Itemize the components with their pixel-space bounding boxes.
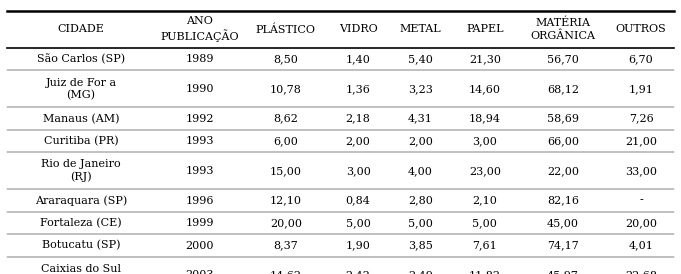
Text: 2,18: 2,18: [346, 114, 370, 124]
Text: 15,00: 15,00: [270, 166, 302, 176]
Text: 45,97: 45,97: [547, 270, 579, 274]
Text: 82,16: 82,16: [547, 196, 579, 206]
Text: 33,00: 33,00: [625, 166, 657, 176]
Text: 2,10: 2,10: [473, 196, 497, 206]
Text: -: -: [639, 196, 643, 206]
Text: 7,26: 7,26: [629, 114, 653, 124]
Text: 1989: 1989: [186, 54, 215, 64]
Text: 21,30: 21,30: [469, 54, 501, 64]
Text: Manaus (AM): Manaus (AM): [43, 113, 119, 124]
Text: 12,10: 12,10: [270, 196, 302, 206]
Text: VIDRO: VIDRO: [338, 24, 377, 35]
Text: Rio de Janeiro
(RJ): Rio de Janeiro (RJ): [41, 159, 121, 182]
Text: 66,00: 66,00: [547, 136, 579, 146]
Text: 14,62: 14,62: [270, 270, 302, 274]
Text: 3,85: 3,85: [408, 241, 433, 250]
Text: 68,12: 68,12: [547, 84, 579, 94]
Text: 1993: 1993: [186, 136, 215, 146]
Text: 3,23: 3,23: [408, 84, 433, 94]
Text: 14,60: 14,60: [469, 84, 501, 94]
Text: 4,01: 4,01: [629, 241, 654, 250]
Text: 6,00: 6,00: [274, 136, 298, 146]
Text: 22,00: 22,00: [547, 166, 579, 176]
Text: 1993: 1993: [186, 166, 215, 176]
Text: 6,70: 6,70: [629, 54, 653, 64]
Text: 5,40: 5,40: [408, 54, 433, 64]
Text: 1990: 1990: [186, 84, 215, 94]
Text: Botucatu (SP): Botucatu (SP): [42, 240, 121, 251]
Text: 1,90: 1,90: [346, 241, 370, 250]
Text: 1999: 1999: [186, 218, 215, 228]
Text: 2,00: 2,00: [346, 136, 370, 146]
Text: 10,78: 10,78: [270, 84, 302, 94]
Text: 2,00: 2,00: [408, 136, 433, 146]
Text: 56,70: 56,70: [547, 54, 579, 64]
Text: 8,62: 8,62: [274, 114, 298, 124]
Text: 11,82: 11,82: [469, 270, 501, 274]
Text: 3,00: 3,00: [346, 166, 370, 176]
Text: 21,00: 21,00: [625, 136, 657, 146]
Text: CIDADE: CIDADE: [57, 24, 104, 35]
Text: 2003: 2003: [186, 270, 215, 274]
Text: ANO
PUBLICAÇÃO: ANO PUBLICAÇÃO: [161, 16, 239, 42]
Text: 2,42: 2,42: [346, 270, 370, 274]
Text: Juiz de For a
(MG): Juiz de For a (MG): [46, 78, 116, 100]
Text: 2,49: 2,49: [408, 270, 433, 274]
Text: 1996: 1996: [186, 196, 215, 206]
Text: 5,00: 5,00: [408, 218, 433, 228]
Text: 20,00: 20,00: [625, 218, 657, 228]
Text: 1992: 1992: [186, 114, 215, 124]
Text: 2,80: 2,80: [408, 196, 433, 206]
Text: 18,94: 18,94: [469, 114, 501, 124]
Text: 58,69: 58,69: [547, 114, 579, 124]
Text: 22,68: 22,68: [625, 270, 657, 274]
Text: MATÉRIA
ORGÂNICA: MATÉRIA ORGÂNICA: [530, 18, 595, 41]
Text: METAL: METAL: [400, 24, 441, 35]
Text: 4,31: 4,31: [408, 114, 433, 124]
Text: Caixias do Sul
(RS): Caixias do Sul (RS): [41, 264, 121, 274]
Text: 74,17: 74,17: [547, 241, 579, 250]
Text: 20,00: 20,00: [270, 218, 302, 228]
Text: 1,40: 1,40: [346, 54, 370, 64]
Text: 1,91: 1,91: [629, 84, 654, 94]
Text: 0,84: 0,84: [346, 196, 370, 206]
Text: Araraquara (SP): Araraquara (SP): [35, 195, 127, 206]
Text: 1,36: 1,36: [346, 84, 370, 94]
Text: 7,61: 7,61: [473, 241, 497, 250]
Text: 23,00: 23,00: [469, 166, 501, 176]
Text: OUTROS: OUTROS: [616, 24, 667, 35]
Text: São Carlos (SP): São Carlos (SP): [37, 54, 125, 64]
Text: 3,00: 3,00: [473, 136, 497, 146]
Text: 8,50: 8,50: [274, 54, 298, 64]
Text: Fortaleza (CE): Fortaleza (CE): [40, 218, 122, 228]
Text: 2000: 2000: [186, 241, 215, 250]
Text: 5,00: 5,00: [346, 218, 370, 228]
Text: 45,00: 45,00: [547, 218, 579, 228]
Text: PLÁSTICO: PLÁSTICO: [256, 24, 316, 35]
Text: 5,00: 5,00: [473, 218, 497, 228]
Text: PAPEL: PAPEL: [466, 24, 504, 35]
Text: 4,00: 4,00: [408, 166, 433, 176]
Text: Curitiba (PR): Curitiba (PR): [44, 136, 118, 146]
Text: 8,37: 8,37: [274, 241, 298, 250]
